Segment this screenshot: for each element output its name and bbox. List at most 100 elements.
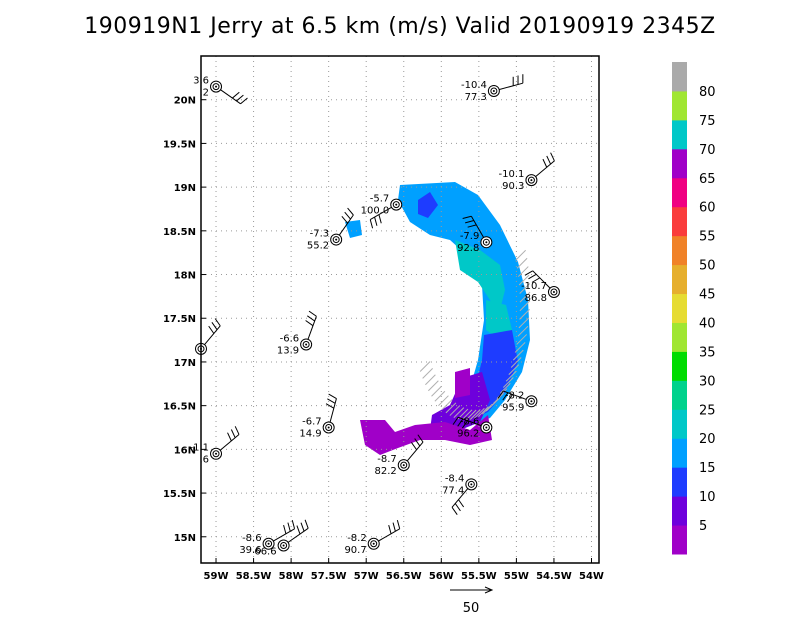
wind-observation: -8.782.2 (374, 434, 424, 477)
wind-observation: -10.786.8 (521, 270, 560, 304)
humidity-label: .2 (199, 88, 209, 99)
humidity-label: 39.6 (239, 545, 261, 556)
colorbar-label: 75 (699, 114, 716, 129)
humidity-label: 77.3 (465, 92, 487, 103)
lon-tick-label: 54W (579, 571, 604, 582)
temperature-label: -8.7 (377, 454, 397, 465)
temperature-label: -10.4 (461, 80, 487, 91)
lat-tick-label: 17N (174, 358, 196, 369)
wind-observation: -8.295.9 (497, 390, 538, 413)
wind-observation: -10.190.3 (499, 152, 555, 192)
colorbar-label: 15 (699, 461, 716, 476)
temperature-label: -8.2 (347, 533, 367, 544)
humidity-label: 95.9 (502, 402, 524, 413)
latitude-axis: 15N 15.5N 16N 16.5N 17N 17.5N 18N 18.5N 19N 19.5N… (163, 96, 206, 544)
lon-tick-label: 55W (504, 571, 529, 582)
temperature-label: -5.7 (370, 194, 390, 205)
lat-tick-label: 16N (174, 445, 196, 456)
colorbar-swatch (672, 525, 687, 555)
humidity-label: 14.9 (299, 429, 321, 440)
lon-tick-label: 56W (429, 571, 454, 582)
colorbar-swatch (672, 177, 687, 208)
colorbar-label: 10 (699, 490, 716, 505)
colorbar: 5 10 15 20 25 30 35 40 45 50 55 60 65 70 75 80 (672, 62, 716, 555)
temperature-label: -6.6 (280, 333, 300, 344)
temperature-label: -7.9 (460, 231, 480, 242)
lat-tick-label: 15.5N (163, 489, 196, 500)
humidity-label: 100.0 (361, 206, 390, 217)
humidity-label: 55.2 (307, 241, 329, 252)
wind-observation: -1.1.6 (190, 426, 240, 466)
wind-observations: 3.6.2-10.477.3-10.190.3-5.7100.0-7.355.2… (190, 74, 560, 558)
temperature-label: -1.1 (190, 443, 210, 454)
colorbar-label: 80 (699, 85, 716, 100)
colorbar-swatch (672, 264, 687, 295)
colorbar-swatch (672, 62, 687, 92)
humidity-label: .6 (199, 455, 209, 466)
longitude-axis: 59W 58.5W 58W 57.5W 57W 56.5W 56W 55.5W 55W 54.5W… (204, 558, 604, 582)
lon-tick-label: 56.5W (386, 571, 422, 582)
lat-tick-label: 19.5N (163, 139, 196, 150)
humidity-label: 96.2 (457, 429, 479, 440)
wind-observation: -8.477.4 (442, 473, 478, 515)
wind-observation: -10.477.3 (461, 74, 524, 103)
lon-tick-label: 54.5W (536, 571, 572, 582)
temperature-label: -8.6 (242, 533, 262, 544)
reference-vector: 50 (450, 586, 494, 616)
colorbar-label: 55 (699, 230, 716, 245)
lat-tick-label: 18N (174, 271, 196, 282)
lon-tick-label: 57.5W (311, 571, 347, 582)
colorbar-swatch (672, 235, 687, 266)
colorbar-swatch (672, 351, 687, 381)
wind-observation: -8.696.2 (452, 417, 493, 440)
wind-observation: -7.355.2 (307, 207, 354, 252)
temperature-label: -7.3 (310, 229, 330, 240)
humidity-label: 82.2 (374, 466, 396, 477)
colorbar-label: 60 (699, 201, 716, 216)
colorbar-swatch (672, 90, 687, 121)
lat-lon-grid (201, 56, 599, 563)
lat-tick-label: 15N (174, 533, 196, 544)
humidity-label: 90.3 (502, 181, 524, 192)
lat-tick-label: 20N (174, 96, 196, 107)
colorbar-label: 30 (699, 374, 716, 389)
colorbar-swatch (672, 322, 687, 352)
colorbar-label: 40 (699, 316, 716, 331)
humidity-label: 92.8 (457, 243, 479, 254)
lat-tick-label: 17.5N (163, 314, 196, 325)
wind-observation: -6.613.9 (277, 310, 317, 356)
map-title: 190919N1 Jerry at 6.5 km (m/s) Valid 201… (84, 14, 716, 39)
colorbar-swatch (672, 496, 687, 526)
colorbar-swatch (672, 148, 687, 179)
temperature-label: -8.4 (445, 473, 465, 484)
wind-observation: -6.714.9 (299, 393, 337, 440)
temperature-label: -10.1 (499, 169, 525, 180)
colorbar-label: 65 (699, 172, 716, 187)
lon-tick-label: 57W (354, 571, 379, 582)
lon-tick-label: 55.5W (461, 571, 497, 582)
humidity-label: 66.6 (254, 547, 276, 558)
colorbar-swatch (672, 119, 687, 150)
humidity-label: 77.4 (442, 485, 464, 496)
colorbar-swatch (672, 206, 687, 237)
lat-tick-label: 19N (174, 183, 196, 194)
wind-observation (195, 318, 221, 355)
humidity-label: 86.8 (525, 293, 547, 304)
colorbar-label: 50 (699, 259, 716, 274)
wind-speed-shading (345, 182, 531, 455)
colorbar-label: 5 (699, 519, 707, 534)
wind-observation: -7.992.8 (457, 215, 493, 254)
colorbar-swatch (672, 293, 687, 323)
temperature-label: -6.7 (302, 417, 322, 428)
temperature-label: -10.7 (521, 281, 547, 292)
reference-vector-label: 50 (463, 601, 480, 616)
wind-observation: -8.639.6 (239, 519, 296, 556)
colorbar-label: 20 (699, 432, 716, 447)
colorbar-swatch (672, 467, 687, 497)
colorbar-swatch (672, 438, 687, 468)
lon-tick-label: 58.5W (236, 571, 272, 582)
temperature-label: -8.6 (460, 417, 480, 428)
colorbar-label: 35 (699, 345, 716, 360)
